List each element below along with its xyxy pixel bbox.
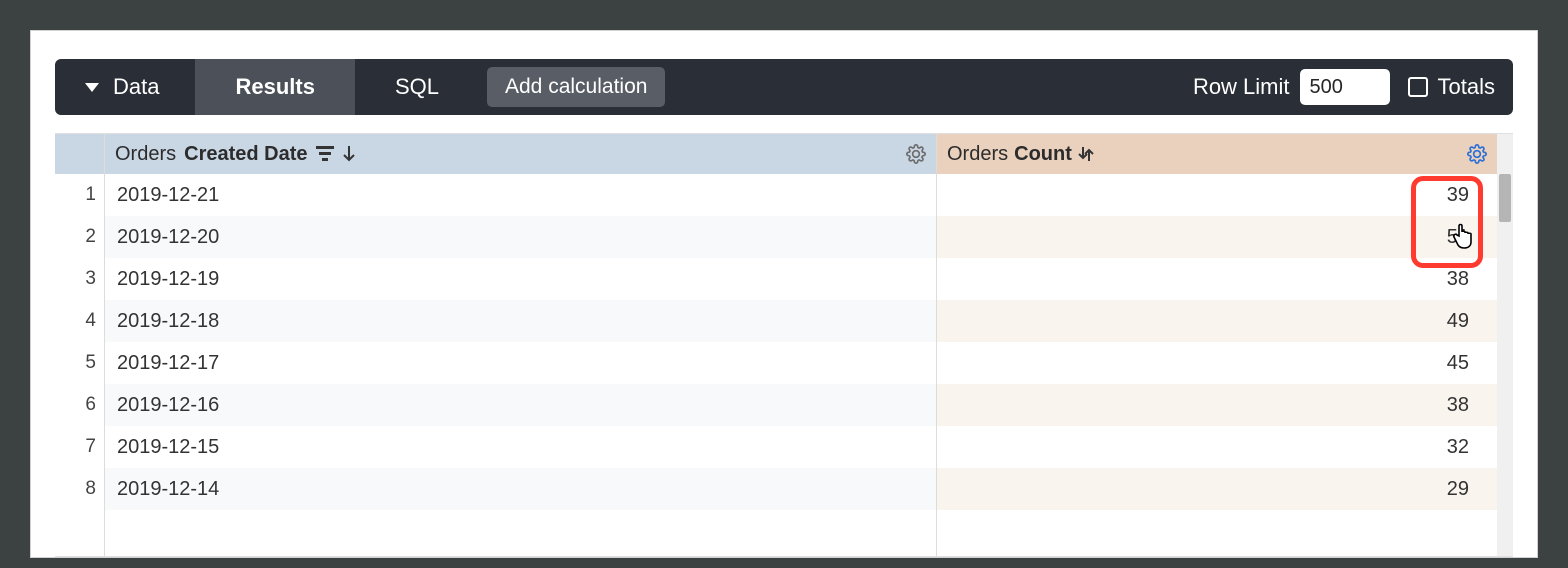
measure-cell[interactable]: 39 bbox=[937, 174, 1497, 216]
measure-cell[interactable]: 38 bbox=[937, 384, 1497, 426]
dimension-cell[interactable]: 2019-12-20 bbox=[105, 216, 936, 258]
measure-cell[interactable]: 29 bbox=[937, 468, 1497, 510]
dimension-cell[interactable]: 2019-12-16 bbox=[105, 384, 936, 426]
dimension-cell[interactable]: 2019-12-14 bbox=[105, 468, 936, 510]
measure-cell[interactable]: 38 bbox=[937, 258, 1497, 300]
measure-cell[interactable]: 51 bbox=[937, 216, 1497, 258]
measure-cell[interactable]: 49 bbox=[937, 300, 1497, 342]
scroll-thumb[interactable] bbox=[1499, 174, 1511, 222]
row-number-column: 1 2 3 4 5 6 7 8 bbox=[55, 134, 105, 556]
row-number: 4 bbox=[55, 300, 104, 342]
totals-toggle[interactable]: Totals bbox=[1408, 74, 1495, 100]
row-number: 2 bbox=[55, 216, 104, 258]
dimension-cell[interactable]: 2019-12-18 bbox=[105, 300, 936, 342]
checkbox-icon bbox=[1408, 77, 1428, 97]
row-number: 3 bbox=[55, 258, 104, 300]
data-toolbar: Data Results SQL Add calculation Row Lim… bbox=[55, 59, 1513, 115]
measure-header[interactable]: Orders Count bbox=[937, 134, 1497, 174]
data-dropdown[interactable]: Data bbox=[85, 74, 195, 100]
dimension-cell[interactable]: 2019-12-17 bbox=[105, 342, 936, 384]
tab-results[interactable]: Results bbox=[195, 59, 354, 115]
dimension-cell[interactable]: 2019-12-21 bbox=[105, 174, 936, 216]
sort-desc-icon[interactable] bbox=[342, 145, 356, 163]
explore-panel: Data Results SQL Add calculation Row Lim… bbox=[30, 30, 1538, 558]
data-label: Data bbox=[113, 74, 159, 100]
dimension-column: Orders Created Date 2019-12-21 2019-12-2… bbox=[105, 134, 937, 556]
row-number: 1 bbox=[55, 174, 104, 216]
gear-icon[interactable] bbox=[906, 144, 926, 164]
row-number: 5 bbox=[55, 342, 104, 384]
row-limit-label: Row Limit bbox=[1193, 74, 1290, 100]
row-limit-input[interactable] bbox=[1300, 69, 1390, 105]
caret-down-icon bbox=[85, 83, 99, 92]
tab-sql[interactable]: SQL bbox=[355, 59, 479, 115]
row-number: 7 bbox=[55, 426, 104, 468]
measure-cell[interactable]: 45 bbox=[937, 342, 1497, 384]
gear-icon[interactable] bbox=[1467, 144, 1487, 164]
filter-icon[interactable] bbox=[316, 146, 334, 162]
measure-column: Orders Count 39 51 38 49 45 38 32 29 bbox=[937, 134, 1497, 556]
measure-cell[interactable]: 32 bbox=[937, 426, 1497, 468]
results-grid: 1 2 3 4 5 6 7 8 Orders Created Date bbox=[55, 133, 1513, 557]
dimension-cell[interactable]: 2019-12-19 bbox=[105, 258, 936, 300]
drill-icon[interactable] bbox=[1078, 145, 1094, 163]
vertical-scrollbar[interactable] bbox=[1497, 134, 1513, 556]
row-number: 8 bbox=[55, 468, 104, 510]
row-number: 6 bbox=[55, 384, 104, 426]
dimension-header[interactable]: Orders Created Date bbox=[105, 134, 936, 174]
add-calculation-button[interactable]: Add calculation bbox=[487, 67, 665, 107]
row-number-header bbox=[55, 134, 104, 174]
dimension-cell[interactable]: 2019-12-15 bbox=[105, 426, 936, 468]
